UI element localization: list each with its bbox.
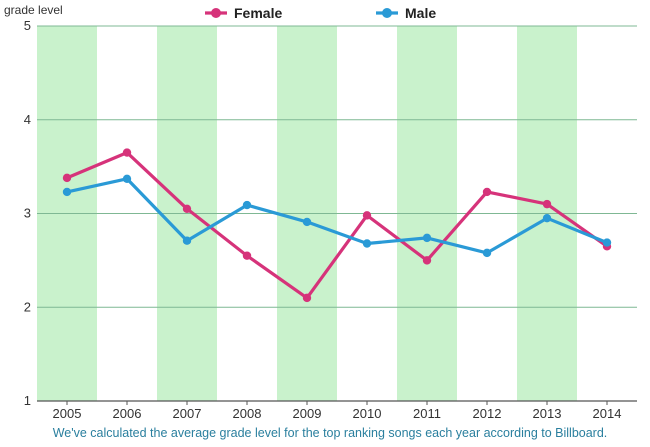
- point-female-2008: [242, 251, 252, 260]
- y-tick-3: 3: [24, 206, 31, 221]
- y-axis-label: grade level: [4, 3, 63, 17]
- legend-label-female: Female: [234, 5, 282, 21]
- x-tick-2012: 2012: [473, 406, 502, 421]
- point-female-2010: [362, 211, 372, 220]
- legend: Female Male: [205, 5, 436, 21]
- chart-caption: We've calculated the average grade level…: [53, 426, 608, 440]
- point-male-2014: [602, 238, 612, 247]
- point-female-2006: [122, 148, 132, 157]
- legend-marker-male: [382, 8, 392, 18]
- point-male-2013: [542, 213, 552, 223]
- point-male-2007: [182, 236, 192, 245]
- legend-label-male: Male: [405, 5, 436, 21]
- point-male-2009: [302, 217, 312, 227]
- gridlines: [37, 25, 637, 402]
- legend-marker-female: [211, 8, 221, 18]
- x-tick-2011: 2011: [413, 406, 441, 421]
- y-tick-labels: 1 2 3 4 5: [24, 18, 31, 408]
- y-tick-4: 4: [24, 112, 31, 127]
- point-male-2011: [422, 233, 432, 243]
- series-line-female: [66, 151, 608, 300]
- y-tick-2: 2: [24, 299, 31, 314]
- point-female-2012: [482, 187, 492, 197]
- y-tick-1: 1: [24, 393, 31, 408]
- point-female-2013: [542, 199, 552, 209]
- series-lines: [62, 148, 612, 303]
- x-tick-2009: 2009: [293, 406, 322, 421]
- x-tick-2006: 2006: [113, 406, 142, 421]
- x-tick-2008: 2008: [233, 406, 262, 421]
- x-tick-2007: 2007: [173, 406, 202, 421]
- point-female-2009: [302, 293, 312, 303]
- point-female-2007: [182, 204, 192, 214]
- point-male-2006: [122, 174, 132, 184]
- y-tick-5: 5: [24, 18, 31, 33]
- point-male-2010: [362, 239, 372, 248]
- point-female-2005: [62, 173, 72, 183]
- x-tick-2014: 2014: [593, 406, 622, 421]
- point-female-2011: [422, 256, 432, 265]
- series-line-male: [66, 177, 608, 255]
- x-tick-labels: 2005 2006 2007 2008 2009 2010 2011 2012 2013 2014: [53, 401, 622, 421]
- point-male-2005: [62, 187, 72, 197]
- x-tick-2013: 2013: [533, 406, 562, 421]
- x-tick-2005: 2005: [53, 406, 82, 421]
- x-tick-2010: 2010: [353, 406, 382, 421]
- point-male-2012: [482, 248, 492, 258]
- point-male-2008: [242, 200, 252, 210]
